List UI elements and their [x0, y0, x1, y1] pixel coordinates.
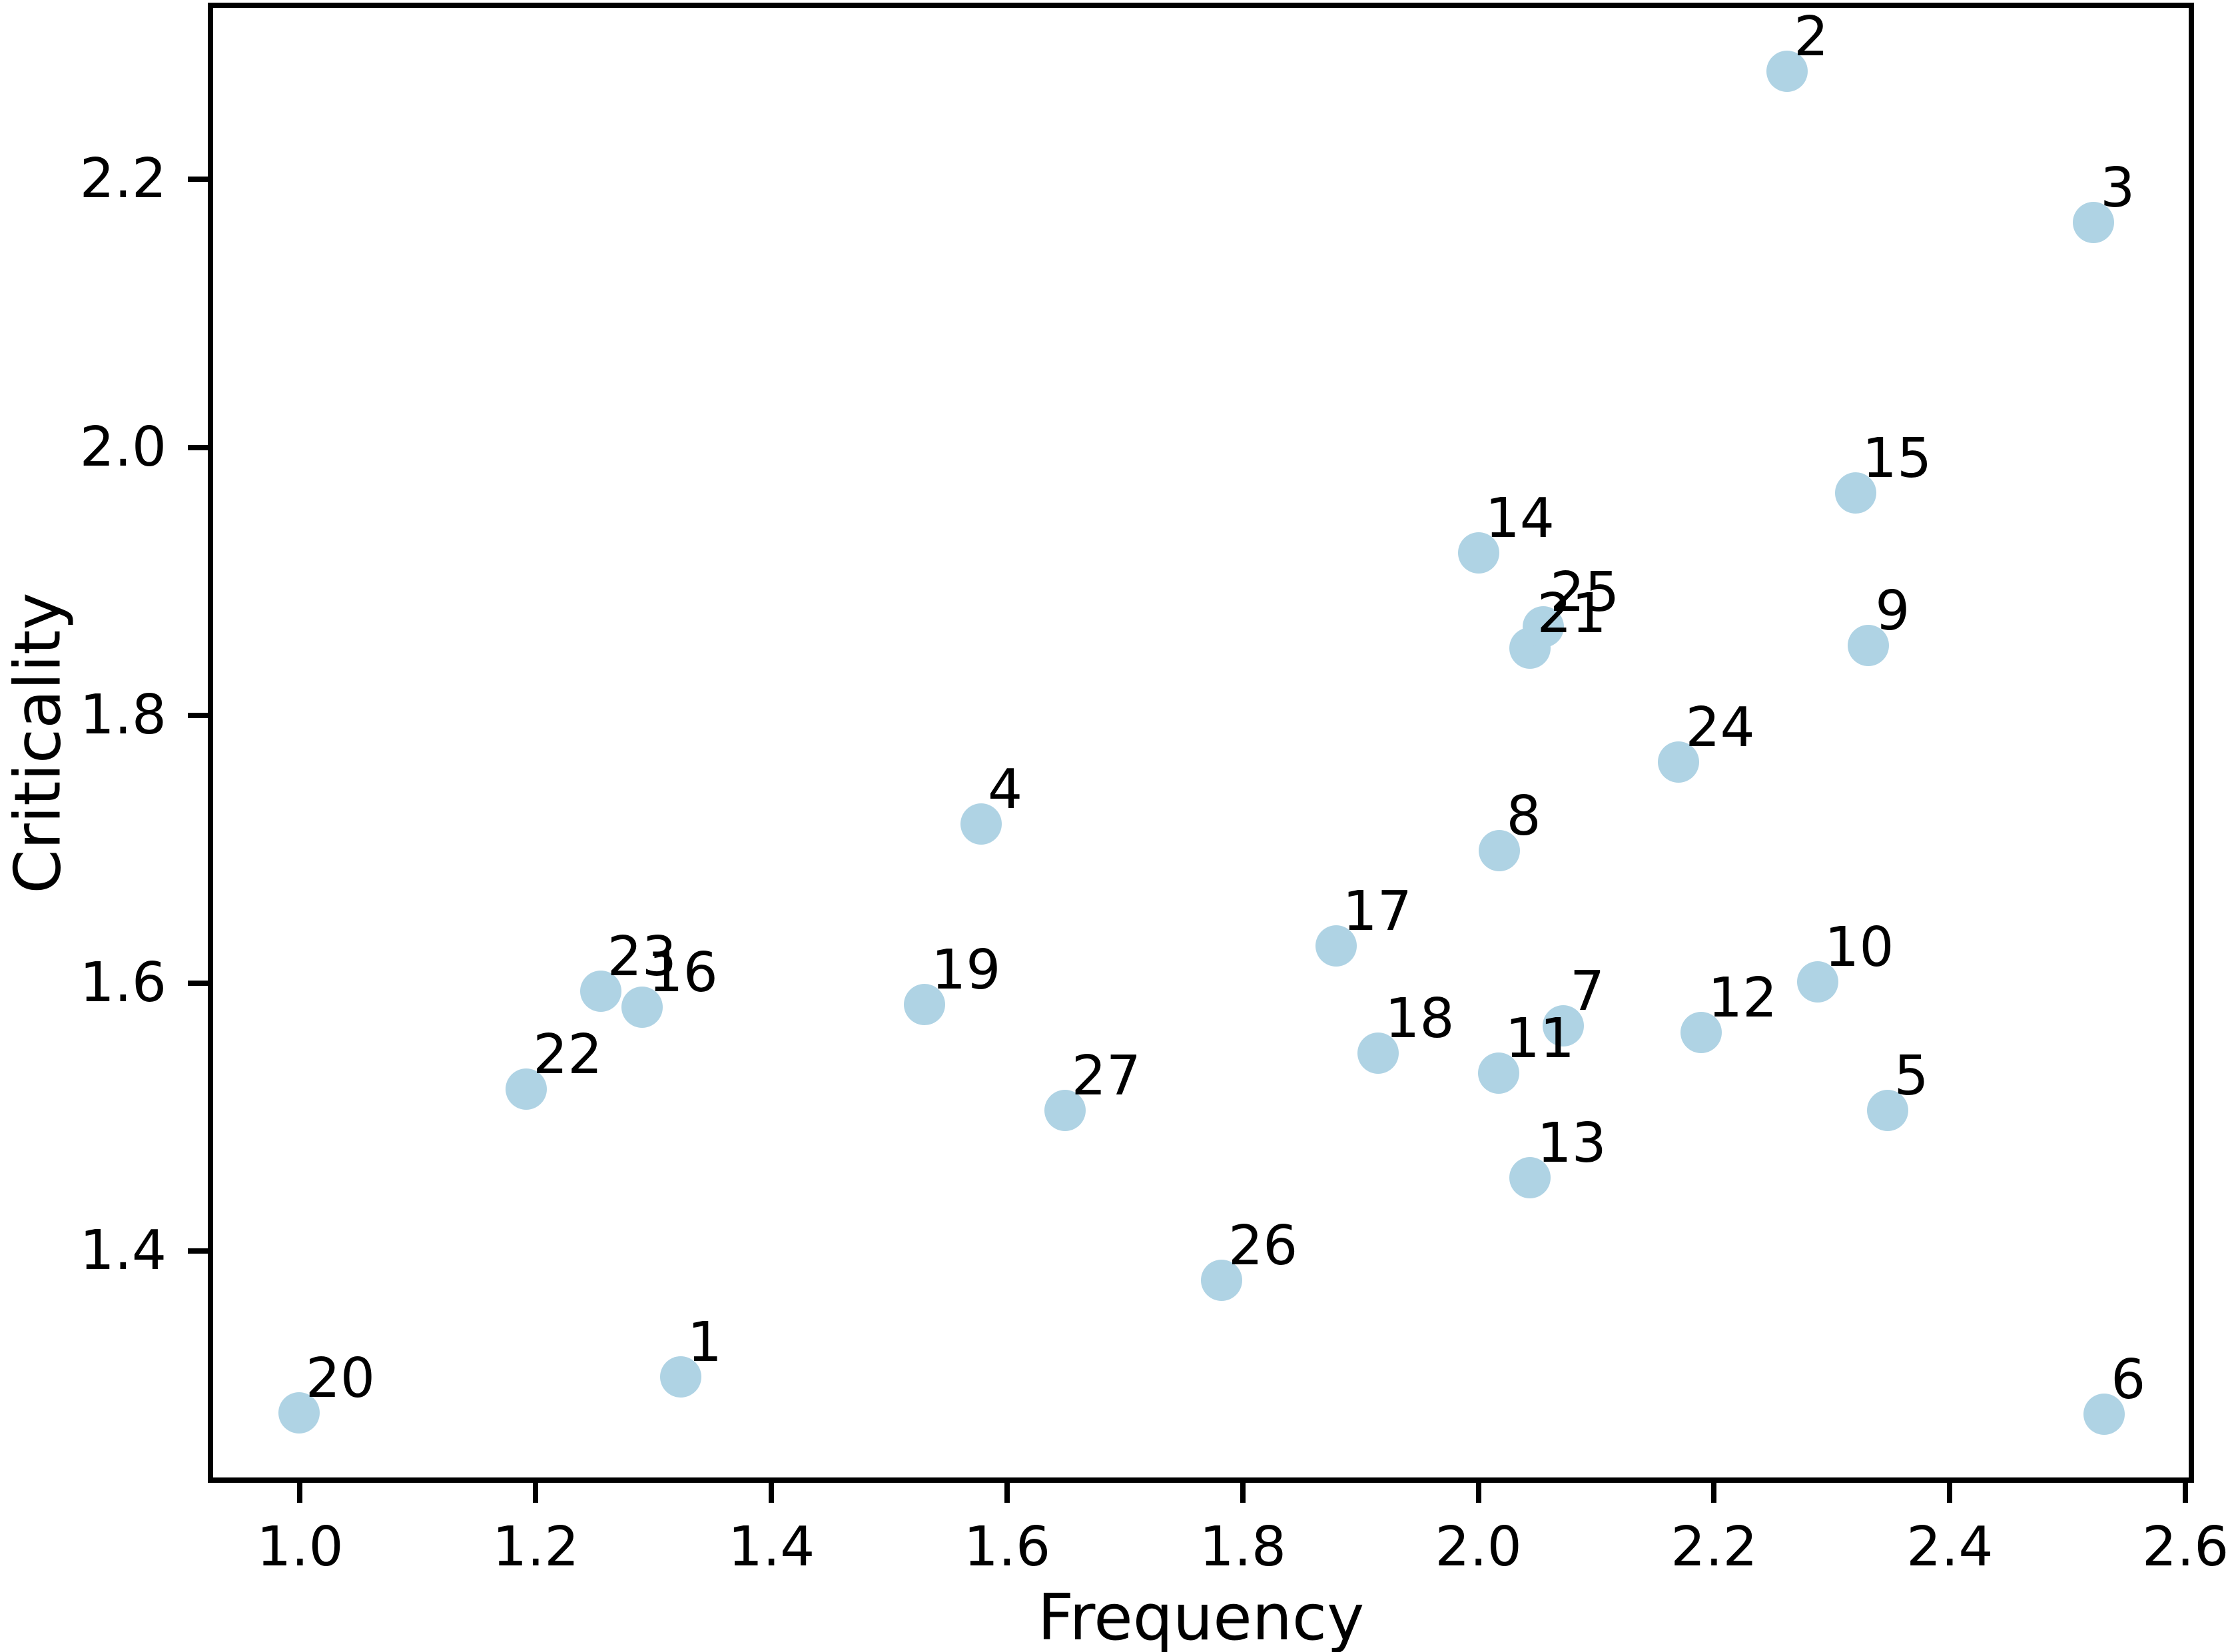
x-tick — [533, 1483, 539, 1503]
scatter-point — [2083, 1394, 2125, 1436]
point-label: 17 — [1342, 879, 1412, 943]
point-label: 27 — [1071, 1044, 1141, 1108]
x-tick — [1947, 1483, 1953, 1503]
point-label: 20 — [305, 1347, 376, 1411]
point-label: 9 — [1875, 580, 1910, 643]
x-tick — [1475, 1483, 1481, 1503]
x-tick-label: 1.0 — [256, 1515, 344, 1579]
point-label: 7 — [1570, 960, 1605, 1024]
point-label: 25 — [1549, 561, 1620, 625]
y-tick — [188, 177, 208, 183]
x-tick — [2183, 1483, 2189, 1503]
x-tick — [1240, 1483, 1246, 1503]
y-tick-label: 2.2 — [79, 147, 167, 211]
y-tick-label: 1.8 — [79, 683, 167, 747]
scatter-point — [1797, 961, 1839, 1003]
y-tick — [188, 444, 208, 450]
scatter-point — [1834, 472, 1876, 514]
scatter-point — [1200, 1260, 1242, 1302]
scatter-point — [1479, 829, 1521, 871]
point-label: 26 — [1228, 1214, 1298, 1278]
x-tick-label: 1.8 — [1199, 1515, 1287, 1579]
point-label: 14 — [1485, 487, 1555, 551]
y-tick — [188, 1248, 208, 1254]
x-tick — [1711, 1483, 1717, 1503]
x-tick-label: 2.6 — [2141, 1515, 2228, 1579]
y-tick-label: 1.6 — [79, 951, 167, 1015]
point-label: 13 — [1537, 1111, 1607, 1175]
x-tick-label: 1.4 — [727, 1515, 815, 1579]
point-label: 4 — [988, 757, 1023, 821]
point-label: 16 — [648, 941, 718, 1005]
scatter-point — [1658, 741, 1700, 783]
scatter-point — [278, 1392, 320, 1434]
scatter-point — [1315, 925, 1357, 967]
point-label: 6 — [2111, 1348, 2146, 1412]
x-tick-label: 1.2 — [492, 1515, 579, 1579]
y-tick — [188, 980, 208, 986]
plot-area — [208, 3, 2194, 1483]
scatter-point — [1477, 1052, 1519, 1094]
x-tick-label: 2.0 — [1435, 1515, 1522, 1579]
point-label: 3 — [2100, 156, 2135, 220]
scatter-point — [1522, 606, 1564, 648]
scatter-point — [1357, 1032, 1399, 1074]
point-label: 10 — [1824, 915, 1894, 979]
scatter-point — [579, 971, 621, 1013]
y-axis-label: Criticality — [1, 592, 75, 894]
scatter-point — [1509, 1156, 1551, 1198]
point-label: 18 — [1385, 987, 1455, 1050]
scatter-point — [1543, 1005, 1585, 1047]
scatter-point — [904, 984, 946, 1026]
point-label: 2 — [1794, 5, 1829, 69]
scatter-point — [1044, 1089, 1086, 1131]
point-label: 1 — [687, 1311, 723, 1375]
scatter-point — [1457, 532, 1499, 574]
x-tick-label: 2.2 — [1671, 1515, 1758, 1579]
scatter-point — [659, 1356, 701, 1398]
point-label: 5 — [1894, 1044, 1929, 1108]
x-tick-label: 1.6 — [963, 1515, 1051, 1579]
scatter-point — [621, 987, 663, 1029]
x-tick — [1004, 1483, 1010, 1503]
point-label: 23 — [607, 925, 677, 989]
scatter-point — [506, 1068, 548, 1110]
scatter-point — [2073, 201, 2115, 243]
scatter-point — [1766, 50, 1808, 92]
point-label: 15 — [1862, 426, 1932, 490]
point-label: 22 — [533, 1023, 603, 1086]
x-axis-label: Frequency — [1037, 1581, 1365, 1652]
scatter-point — [1866, 1089, 1908, 1131]
point-label: 24 — [1685, 696, 1755, 760]
point-label: 19 — [931, 939, 1001, 1003]
point-label: 11 — [1505, 1007, 1575, 1070]
y-tick-label: 2.0 — [79, 415, 167, 479]
y-tick — [188, 712, 208, 718]
y-tick-label: 1.4 — [79, 1219, 167, 1283]
x-tick — [297, 1483, 303, 1503]
scatter-point — [1680, 1012, 1722, 1054]
scatter-point — [1848, 625, 1890, 667]
point-label: 21 — [1537, 582, 1607, 646]
x-tick-label: 2.4 — [1906, 1515, 1994, 1579]
point-label: 12 — [1708, 967, 1778, 1031]
scatter-point — [960, 803, 1002, 845]
point-label: 8 — [1506, 784, 1541, 848]
x-tick — [769, 1483, 775, 1503]
